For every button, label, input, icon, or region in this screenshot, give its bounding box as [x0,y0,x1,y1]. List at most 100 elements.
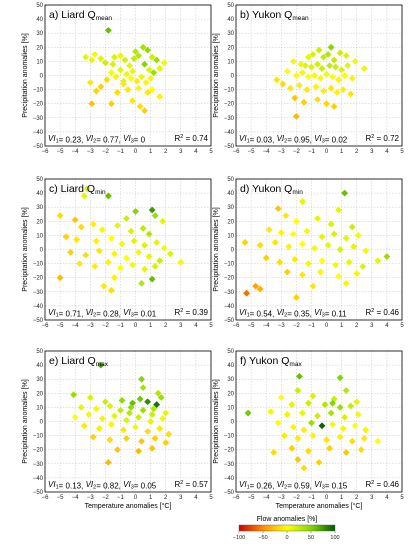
grid [235,4,403,147]
plot-frame [44,4,212,147]
data-point [132,423,139,431]
data-point [91,263,99,270]
data-point [141,60,148,68]
data-point [256,285,264,293]
vi-subscript: 1 [56,313,59,319]
y-tick-label: −30 [224,290,235,296]
panel-title-main: c) Liard Q [49,183,95,195]
data-point [276,258,284,266]
panel-title: f) Yukon Qmax [240,355,302,368]
data-point [309,432,317,439]
data-point [280,432,288,439]
data-point [291,255,299,263]
vi-equals: = [96,136,103,145]
data-point [101,398,109,406]
y-tick-label: −20 [33,448,44,454]
x-tick-label: 3 [179,149,183,155]
data-point [314,215,321,222]
data-point [291,94,299,102]
vi-subscript: 3 [131,313,134,319]
r2-superscript: 2 [180,308,183,314]
data-point [317,268,324,276]
x-tick-label: 2 [164,323,168,329]
vi-symbol: VI [239,308,247,317]
data-point [56,212,64,220]
data-point [329,420,336,428]
grid [235,350,403,493]
x-tick-label: 2 [355,323,359,329]
data-point [327,409,335,417]
data-point [114,222,121,229]
vi-value: 0.02 [332,136,348,145]
y-tick-label: −10 [224,262,235,268]
data-point [252,282,260,290]
vi-separator: , [119,482,123,491]
scatter-panel-6: −6 −5 −4 −3 −2 −1 0 1 2 3 4 550403020100−10−20−30−4… [213,349,404,510]
data-point [318,422,326,430]
data-point [299,409,306,417]
vi-equals: = [134,136,141,145]
y-tick-label: 50 [227,3,234,9]
data-point [315,46,323,54]
colorbar-tick-label: −50 [258,535,267,541]
data-point [126,62,133,70]
y-tick-label: 10 [227,59,234,65]
vi-annotation: VI1= 0.03, VI2= 0.95, VI3= 0.02 [239,134,348,145]
data-point [144,398,152,406]
y-tick-label: −40 [224,130,235,136]
data-point [80,422,88,430]
vi-equals: = [59,482,66,491]
data-point [267,408,275,416]
x-tick-label: −2 [102,149,110,155]
data-point [151,212,159,220]
x-tick-label: −2 [102,495,110,501]
x-tick-label: 1 [149,495,153,501]
data-point [118,240,126,248]
data-point [309,392,317,400]
panel-title: b) Yukon Qmean [240,9,309,22]
data-point [114,89,121,96]
data-point [124,86,132,93]
data-point [311,244,318,252]
x-tick-label: 0 [325,323,329,329]
y-tick-label: 50 [36,177,43,183]
x-tick-label: −5 [57,323,65,329]
y-tick-label: −40 [224,476,235,482]
data-point [62,233,70,241]
vi-equals: = [134,482,141,491]
data-point [318,233,326,241]
panel-title-sub: mean [96,15,113,22]
y-tick-label: 50 [36,349,43,355]
y-tick-label: −50 [224,144,235,150]
data-point [351,58,359,65]
panel-title-sub: max [96,361,109,368]
data-point [348,437,356,445]
data-point [330,103,338,110]
y-tick-label: −20 [224,276,235,282]
y-tick-label: −30 [33,462,44,468]
vi-symbol: VI [277,134,285,143]
vi-value: 0.35 [294,310,310,319]
x-tick-label: 0 [134,323,138,329]
vi-equals: = [250,310,257,319]
y-tick-label: 40 [36,363,43,369]
data-point [274,419,282,427]
data-point [159,217,167,225]
r2-equals: = [374,480,383,489]
data-point [147,74,155,82]
r2-value: 0.72 [383,134,399,143]
data-point [342,387,350,394]
vi-symbol: VI [314,480,322,489]
y-tick-label: 20 [36,219,43,225]
data-point [159,415,167,423]
data-point [85,411,93,418]
data-point [330,56,338,64]
data-point [123,254,130,262]
data-point [271,239,279,246]
x-tick-label: −5 [248,323,256,329]
vi-equals: = [96,310,103,319]
y-tick-label: 30 [227,205,234,211]
panel-title-main: e) Liard Q [49,355,96,367]
data-point [73,236,81,244]
data-point [244,409,252,417]
